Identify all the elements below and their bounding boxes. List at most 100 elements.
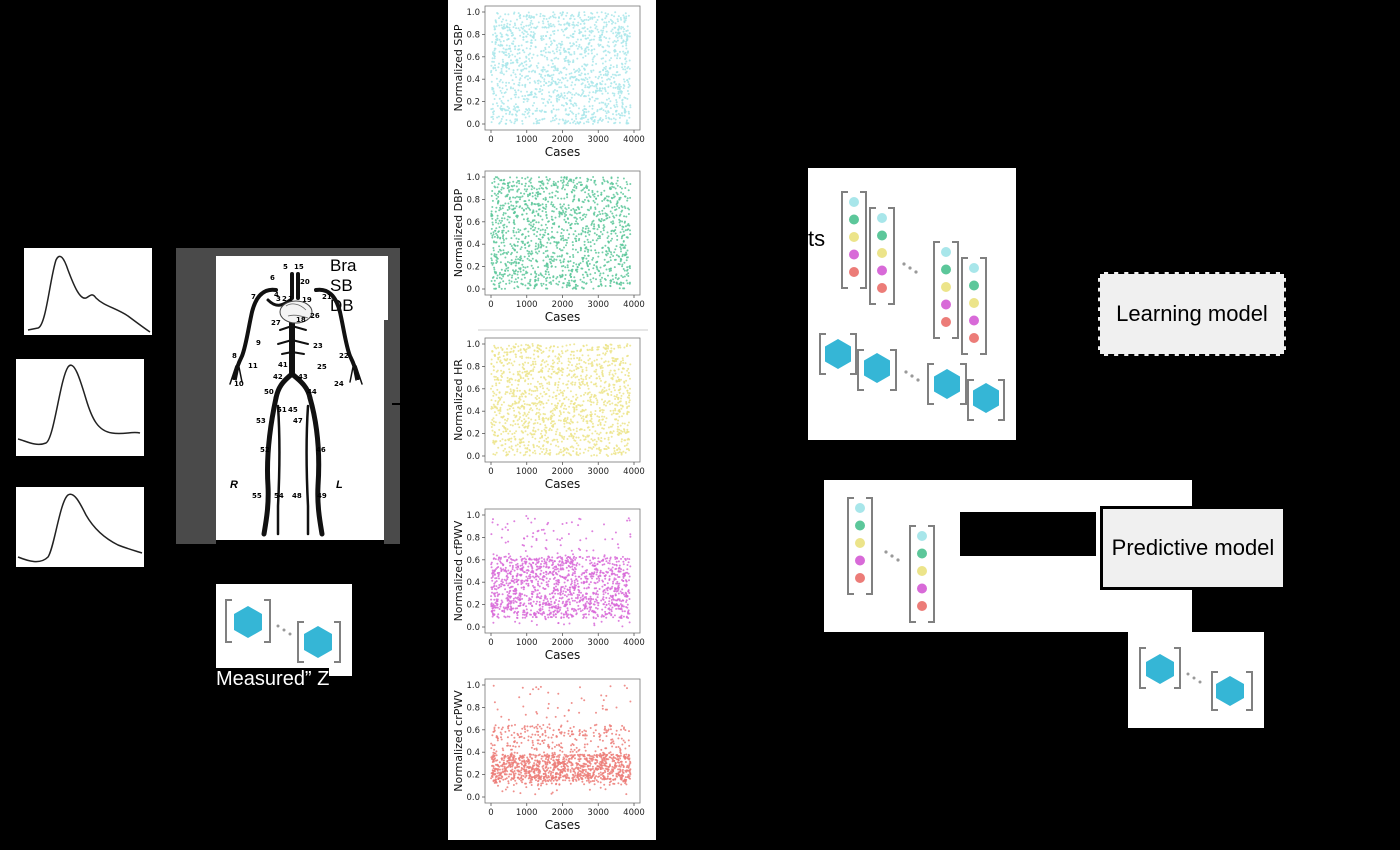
- data-point: [611, 92, 614, 95]
- data-point: [610, 251, 612, 254]
- data-point: [505, 51, 507, 54]
- data-point: [554, 216, 557, 219]
- data-point: [552, 180, 555, 183]
- data-point: [498, 282, 500, 285]
- data-point: [578, 263, 580, 266]
- data-point: [536, 407, 538, 410]
- data-point: [500, 192, 503, 195]
- data-point: [515, 106, 518, 108]
- data-point: [569, 77, 572, 80]
- data-point: [523, 61, 526, 64]
- data-point: [506, 105, 509, 108]
- scatter-points: [490, 176, 632, 290]
- data-point: [617, 344, 620, 347]
- data-point: [626, 557, 629, 560]
- data-point: [590, 71, 593, 73]
- data-point: [507, 230, 510, 233]
- data-point: [551, 196, 554, 198]
- data-point: [533, 32, 536, 35]
- data-point: [593, 85, 596, 88]
- data-point: [576, 363, 578, 366]
- data-point: [585, 344, 588, 347]
- data-point: [606, 350, 609, 353]
- data-point: [589, 419, 592, 422]
- data-point: [568, 48, 571, 50]
- data-point: [554, 81, 557, 84]
- data-point: [627, 561, 630, 564]
- data-point: [625, 42, 628, 45]
- data-point: [540, 376, 542, 379]
- data-point: [534, 71, 537, 74]
- data-point: [625, 345, 628, 348]
- data-point: [493, 573, 496, 576]
- data-point: [620, 429, 622, 432]
- data-point: [614, 372, 617, 375]
- data-point: [516, 389, 519, 392]
- data-point: [575, 287, 578, 290]
- data-point: [522, 65, 525, 67]
- data-point: [584, 116, 587, 119]
- data-point: [500, 24, 503, 27]
- data-point: [506, 261, 509, 263]
- data-point: [523, 422, 525, 425]
- segment-num: 23: [313, 342, 323, 350]
- data-point: [548, 98, 551, 101]
- data-point: [585, 420, 588, 423]
- data-point: [522, 613, 524, 616]
- data-point: [491, 213, 494, 216]
- data-point: [626, 269, 628, 272]
- data-point: [529, 93, 532, 96]
- data-point: [579, 181, 582, 184]
- data-point: [540, 181, 543, 183]
- data-point: [593, 48, 596, 51]
- data-point: [616, 235, 619, 237]
- data-point: [502, 60, 505, 63]
- data-point: [610, 267, 612, 270]
- data-point: [586, 248, 589, 251]
- data-point: [617, 90, 620, 93]
- data-point: [550, 74, 553, 77]
- data-point: [614, 73, 616, 76]
- data-point: [508, 190, 511, 193]
- data-point: [508, 590, 511, 593]
- data-point: [623, 28, 626, 31]
- data-point: [546, 382, 549, 385]
- data-point: [603, 390, 605, 393]
- data-point: [540, 382, 543, 385]
- data-point: [519, 73, 522, 76]
- data-point: [498, 219, 501, 222]
- data-point: [512, 407, 515, 410]
- data-point: [535, 13, 538, 16]
- y-tick-label: 0.2: [466, 430, 480, 440]
- data-point: [508, 186, 510, 188]
- data-point: [549, 427, 551, 430]
- segment-num: 24: [334, 380, 344, 388]
- data-point: [531, 192, 534, 194]
- data-point: [498, 356, 501, 359]
- data-point: [596, 203, 599, 206]
- data-point: [510, 276, 513, 279]
- data-point: [490, 280, 493, 282]
- segment-num: 45: [288, 406, 298, 414]
- data-point: [543, 190, 545, 193]
- data-point: [501, 438, 504, 441]
- data-point: [536, 387, 539, 390]
- data-point: [561, 209, 564, 212]
- data-point: [610, 14, 613, 17]
- data-point: [617, 20, 619, 23]
- data-point: [594, 179, 597, 182]
- data-point: [513, 227, 516, 229]
- data-point: [494, 67, 497, 69]
- data-point: [550, 184, 553, 187]
- data-point: [496, 260, 499, 263]
- data-point: [530, 259, 533, 262]
- data-point: [566, 579, 569, 582]
- data-point: [570, 376, 573, 379]
- data-point: [623, 21, 626, 24]
- data-point: [510, 261, 513, 264]
- data-point: [546, 56, 548, 59]
- data-point: [563, 215, 566, 218]
- data-point: [625, 444, 628, 447]
- data-point: [492, 87, 495, 90]
- data-point: [622, 367, 625, 370]
